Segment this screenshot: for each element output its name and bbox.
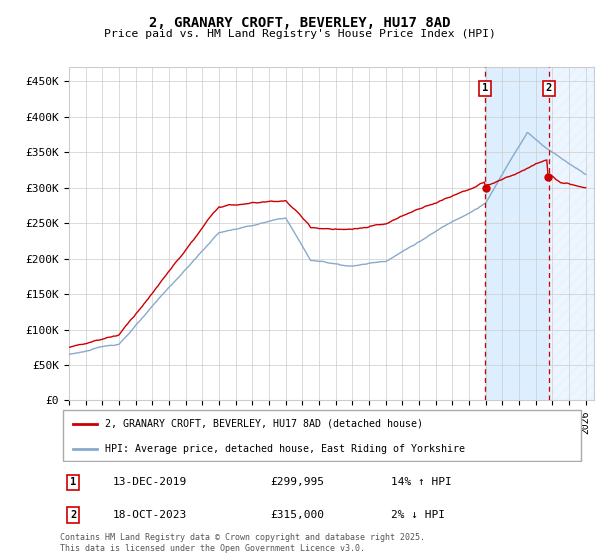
Text: £315,000: £315,000 [270, 510, 324, 520]
Text: 1: 1 [482, 83, 488, 94]
Text: HPI: Average price, detached house, East Riding of Yorkshire: HPI: Average price, detached house, East… [104, 444, 464, 454]
Text: 13-DEC-2019: 13-DEC-2019 [113, 477, 187, 487]
Bar [549, 67, 594, 400]
Text: 2: 2 [546, 83, 552, 94]
Text: Price paid vs. HM Land Registry's House Price Index (HPI): Price paid vs. HM Land Registry's House … [104, 29, 496, 39]
Text: 2: 2 [70, 510, 76, 520]
Text: £299,995: £299,995 [270, 477, 324, 487]
Text: 2, GRANARY CROFT, BEVERLEY, HU17 8AD (detached house): 2, GRANARY CROFT, BEVERLEY, HU17 8AD (de… [104, 419, 422, 429]
Text: Contains HM Land Registry data © Crown copyright and database right 2025.
This d: Contains HM Land Registry data © Crown c… [60, 533, 425, 553]
Text: 14% ↑ HPI: 14% ↑ HPI [391, 477, 452, 487]
Bar [485, 67, 549, 400]
Text: 2% ↓ HPI: 2% ↓ HPI [391, 510, 445, 520]
Text: 18-OCT-2023: 18-OCT-2023 [113, 510, 187, 520]
Text: 1: 1 [70, 477, 76, 487]
FancyBboxPatch shape [62, 410, 581, 461]
Text: 2, GRANARY CROFT, BEVERLEY, HU17 8AD: 2, GRANARY CROFT, BEVERLEY, HU17 8AD [149, 16, 451, 30]
